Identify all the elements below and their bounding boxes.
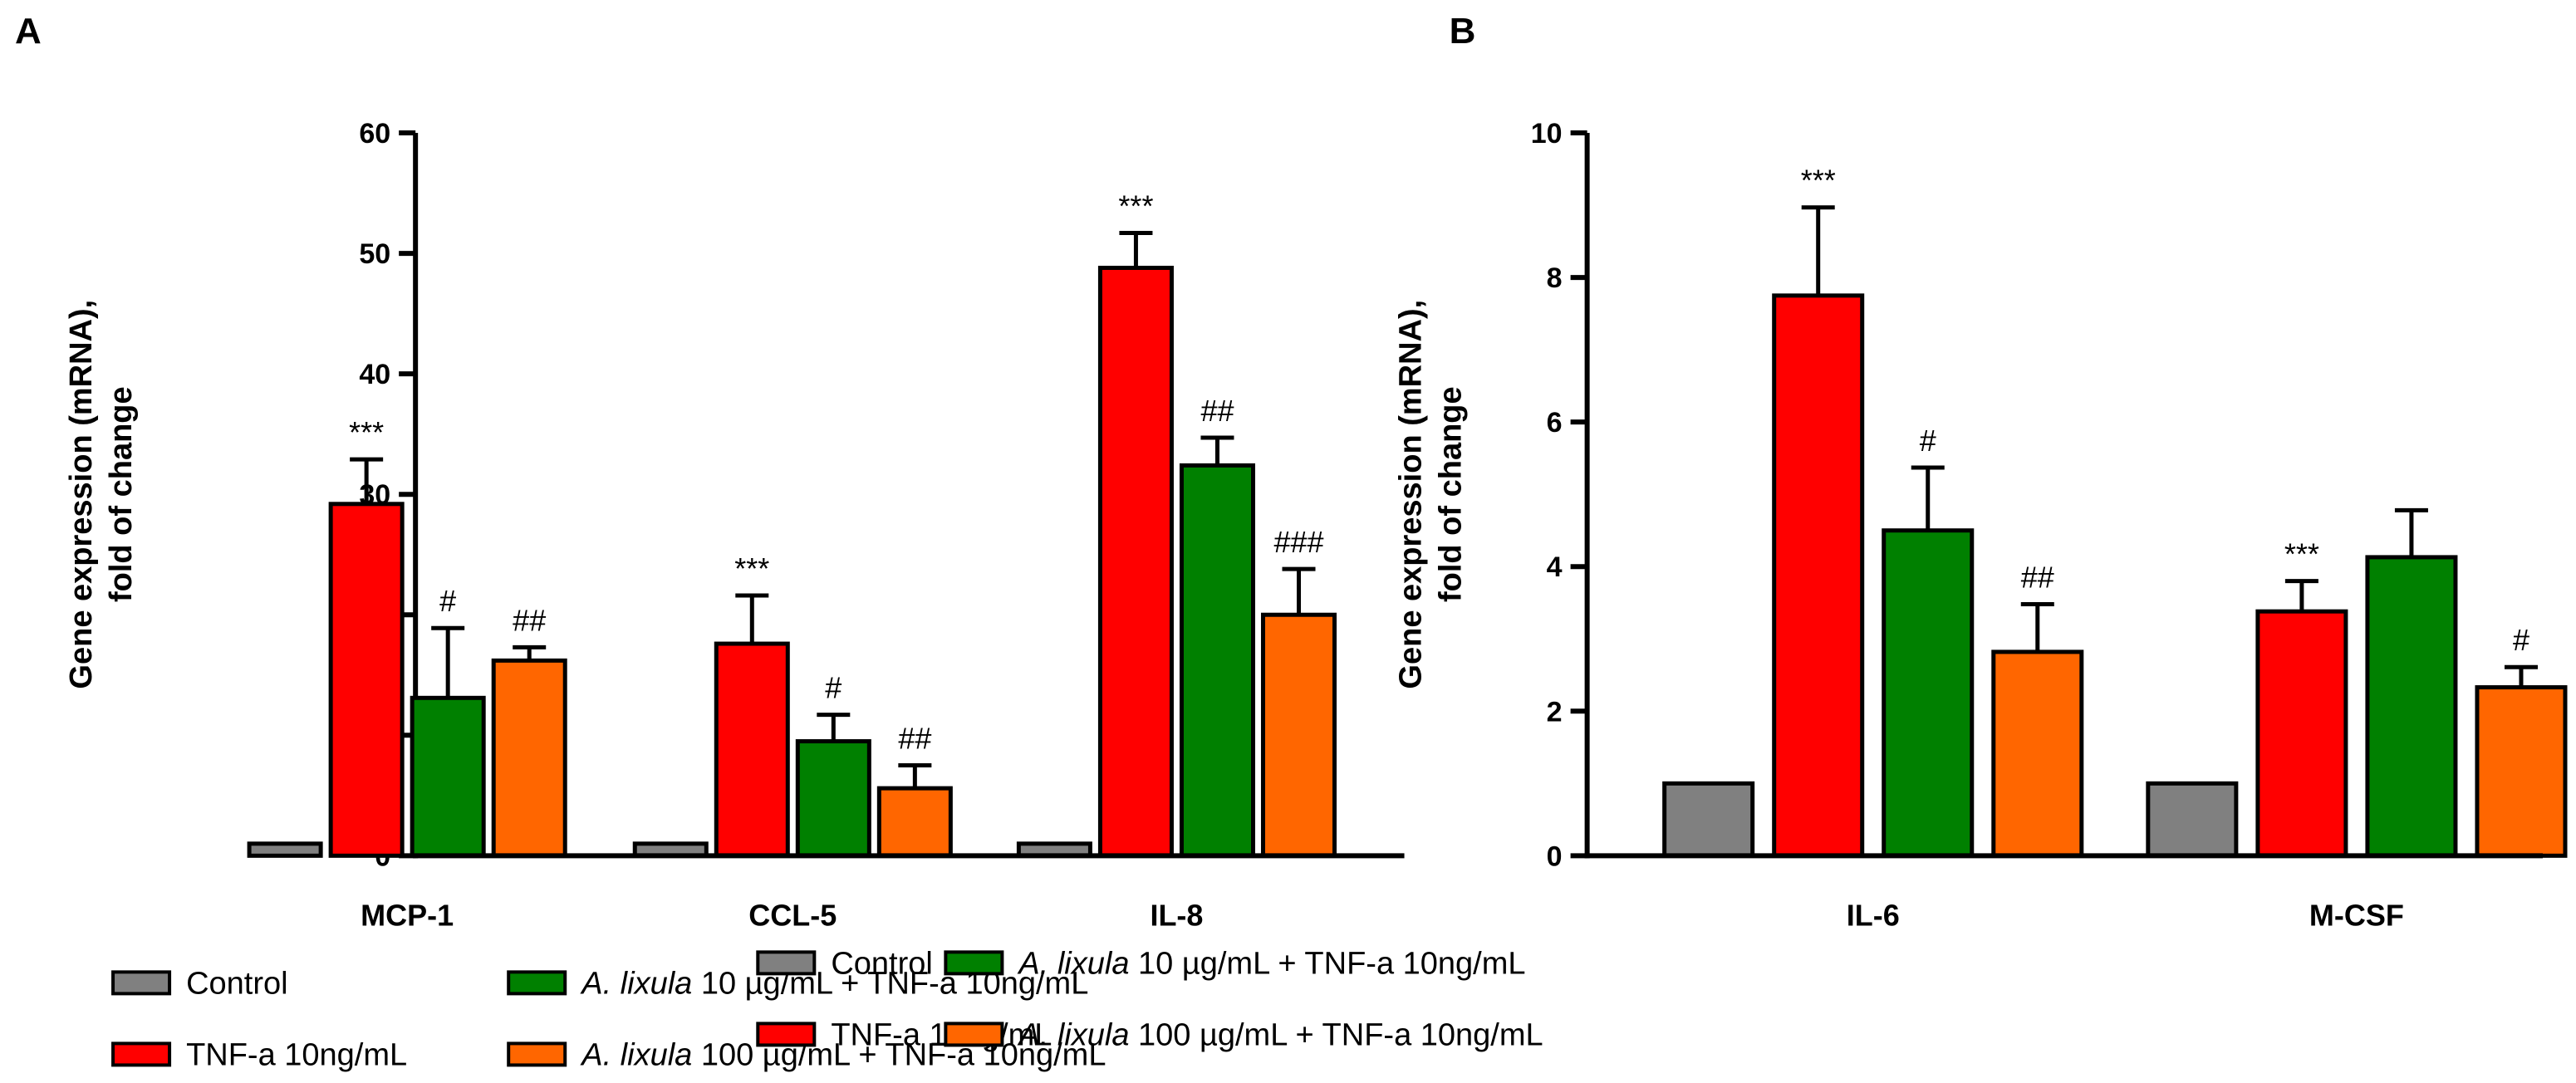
plot-root: A0102030405060Gene expression (mRNA),fol… [15,11,2568,1072]
y-tick-label: 50 [359,238,390,270]
category-label-IL-6: IL-6 [1847,898,1900,932]
panel-A: A0102030405060Gene expression (mRNA),fol… [15,11,1405,932]
y-tick-label: 6 [1547,407,1563,439]
legend-label-text: TNF-a 10ng/mL [831,1017,1052,1052]
panel-letter-A: A [15,11,42,51]
legend-label-text: Control [186,966,287,1001]
significance-label: ## [1200,394,1234,428]
significance-label: ## [2021,560,2054,594]
legend-swatch [111,970,172,996]
y-axis-label: Gene expression (mRNA), fold of change [1394,300,1469,689]
significance-label: # [825,671,841,705]
bar-IL-8-1 [1097,266,1174,858]
bar-IL-6-2 [1882,528,1975,858]
y-tick-label: 8 [1547,262,1563,294]
bar-IL-8-2 [1179,463,1255,858]
y-tick-label: 10 [1531,118,1563,149]
bar-IL-8-3 [1260,612,1337,858]
category-label-MCP-1: MCP-1 [361,898,454,932]
y-axis-label: Gene expression (mRNA), fold of change [64,300,139,689]
bar-MCP-1-3 [491,658,567,858]
legend-label: Control [831,946,932,981]
legend-label-text: 100 µg/mL + TNF-a 10ng/mL [1129,1017,1543,1052]
legend-swatch [111,1041,172,1067]
bar-CCL-5-1 [714,641,790,858]
significance-label: # [439,584,456,618]
significance-label: ### [1273,525,1323,559]
significance-label: ## [513,603,546,637]
category-label-IL-8: IL-8 [1150,898,1203,932]
y-tick-label: 4 [1547,551,1563,583]
y-axis-label-line: fold of change [1434,386,1469,602]
legend-label: A. lixula 100 µg/mL + TNF-a 10ng/mL [1017,1017,1543,1052]
panel-B: B 0 2 4 6 8 10 Gene expression (mRNA), fold of c… [1394,11,2568,932]
bar-CCL-5-3 [876,786,953,858]
y-tick-label: 40 [359,359,390,390]
legend-swatch [944,1022,1004,1047]
legend-label-text: TNF-a 10ng/mL [186,1037,407,1072]
panel-letter-B: B [1450,11,1476,51]
legend-swatch [756,950,817,976]
legend-swatch [944,950,1004,976]
bar-CCL-5-2 [795,739,871,858]
legend-label: TNF-a 10ng/mL [186,1037,407,1072]
legend-label-text: 10 µg/mL + TNF-a 10ng/mL [1129,946,1525,981]
y-tick-label: 2 [1547,696,1563,728]
bar-M-CSF-2 [2365,555,2458,858]
bar-IL-6-3 [1991,649,2084,858]
legend-label: Control [186,966,287,1001]
legend-label-italic: A. lixula [580,966,692,1001]
significance-label: *** [2284,537,2319,571]
bar-IL-6-0 [1662,781,1755,858]
legend-label-text: Control [831,946,932,981]
bar-M-CSF-1 [2255,609,2348,858]
legend-label-italic: A. lixula [580,1037,692,1072]
bar-M-CSF-0 [2146,781,2239,858]
bar-MCP-1-1 [328,502,405,858]
legend-label: TNF-a 10ng/mL [831,1017,1052,1052]
legend-swatch [507,970,567,996]
significance-label: *** [349,415,384,449]
legend-swatch [756,1022,817,1047]
y-axis-label-line: fold of change [104,386,139,602]
category-label-CCL-5: CCL-5 [748,898,837,932]
significance-label: ## [898,722,931,756]
bar-MCP-1-2 [410,695,486,858]
significance-label: # [2513,623,2529,657]
significance-label: *** [1118,189,1153,223]
y-axis-label-line: Gene expression (mRNA), [64,300,99,689]
significance-label: *** [1801,164,1836,198]
legend-swatch [507,1041,567,1067]
significance-label: *** [734,551,769,586]
y-tick-label: 0 [1547,840,1563,872]
y-tick-label: 60 [359,118,390,149]
legend-label-italic: A. lixula [1017,1017,1129,1052]
bar-IL-6-1 [1772,293,1865,858]
bar-MCP-1-0 [247,841,323,858]
bar-M-CSF-3 [2475,685,2568,858]
y-axis-label-line: Gene expression (mRNA), [1394,300,1429,689]
legend-label: A. lixula 10 µg/mL + TNF-a 10ng/mL [1017,946,1525,981]
legend-label-italic: A. lixula [1017,946,1129,981]
significance-label: # [1920,424,1936,458]
category-label-M-CSF: M-CSF [2309,898,2404,932]
